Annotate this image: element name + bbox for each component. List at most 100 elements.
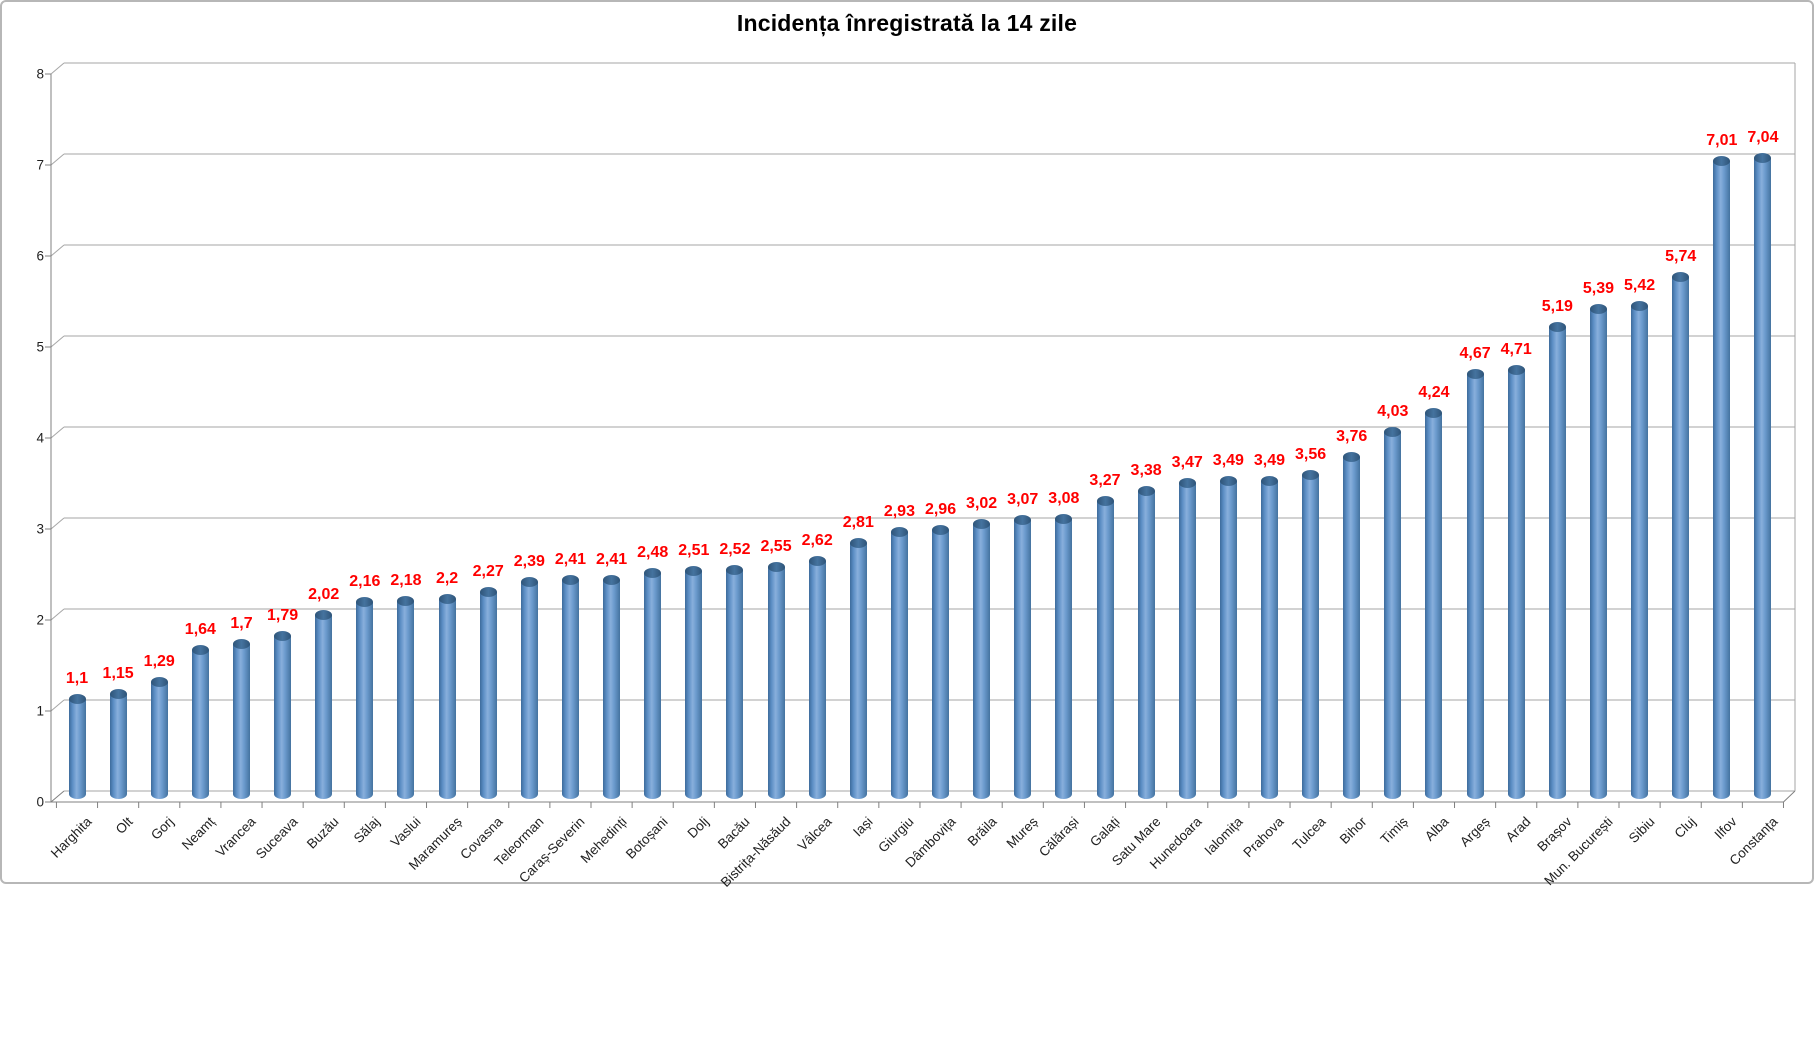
gridline-depth-segment bbox=[50, 517, 65, 530]
data-label-Galați: 3,27 bbox=[1089, 472, 1121, 490]
cylinder-top-Ialomița bbox=[1219, 476, 1237, 487]
cylinder-top-Vaslui bbox=[397, 595, 415, 606]
data-label-Argeș: 4,67 bbox=[1459, 345, 1491, 363]
y-axis-tick-label: 1 bbox=[36, 703, 44, 719]
cylinder-top-Tulcea bbox=[1302, 470, 1320, 481]
y-axis-tick-label: 0 bbox=[36, 794, 44, 810]
cylinder-top-Vâlcea bbox=[808, 555, 826, 566]
cylinder-bar-Vrancea bbox=[232, 644, 250, 799]
y-axis-tick-label: 2 bbox=[36, 612, 44, 628]
gridline-depth-segment bbox=[50, 62, 65, 75]
data-label-Sibiu: 5,42 bbox=[1623, 276, 1656, 294]
cylinder-bar-Neamț bbox=[191, 649, 209, 799]
floor-left-depth bbox=[50, 790, 65, 803]
cylinder-bar-Covasna bbox=[479, 592, 497, 799]
cylinder-bar-Tulcea bbox=[1302, 475, 1320, 799]
data-label-Brăila: 3,02 bbox=[966, 495, 998, 513]
cylinder-bar-Mehedinți bbox=[603, 579, 621, 799]
data-label-Vrancea: 1,7 bbox=[230, 615, 253, 633]
floor-right-depth bbox=[1783, 790, 1796, 803]
cylinder-bar-Argeș bbox=[1466, 374, 1484, 799]
data-label-Arad: 4,71 bbox=[1500, 341, 1532, 359]
y-axis-tick-label: 6 bbox=[36, 248, 44, 264]
cylinder-bar-Brașov bbox=[1548, 326, 1566, 799]
cylinder-top-Bacău bbox=[726, 564, 744, 575]
cylinder-top-Suceava bbox=[274, 631, 292, 642]
cylinder-top-Galați bbox=[1096, 496, 1114, 507]
data-label-Hunedoara: 3,47 bbox=[1171, 454, 1203, 472]
data-label-Suceava: 1,79 bbox=[267, 607, 299, 625]
cylinder-top-Mun. București bbox=[1589, 303, 1607, 314]
data-label-Prahova: 3,49 bbox=[1253, 452, 1286, 470]
cylinder-bar-Arad bbox=[1507, 370, 1525, 799]
cylinder-bar-Bacău bbox=[726, 569, 744, 799]
cylinder-bar-Teleorman bbox=[520, 581, 538, 799]
axes-and-gridlines bbox=[45, 62, 1796, 808]
cylinder-bar-Caraș-Severin bbox=[561, 579, 579, 799]
gridline-depth-segment bbox=[50, 153, 65, 166]
data-label-Bacău: 2,52 bbox=[719, 540, 751, 558]
chart-title: Incidența înregistrată la 14 zile bbox=[736, 10, 1078, 36]
data-label-Bihor: 3,76 bbox=[1336, 427, 1368, 445]
cylinder-bar-Olt bbox=[109, 694, 127, 799]
cylinder-bar-Buzău bbox=[315, 615, 333, 799]
y-axis-tick-label: 7 bbox=[36, 157, 44, 173]
data-label-Mureș: 3,07 bbox=[1007, 490, 1039, 508]
cylinder-bar-Hunedoara bbox=[1178, 483, 1196, 799]
data-label-Teleorman: 2,39 bbox=[513, 552, 545, 570]
cylinder-top-Hunedoara bbox=[1178, 478, 1196, 489]
cylinder-top-Ilfov bbox=[1713, 156, 1731, 167]
cylinder-top-Arad bbox=[1507, 365, 1525, 376]
data-label-Buzău: 2,02 bbox=[308, 586, 340, 604]
data-label-Bistrița-Năsăud: 2,55 bbox=[760, 537, 792, 555]
cylinder-bar-Cluj bbox=[1672, 276, 1690, 799]
data-label-Neamț: 1,64 bbox=[184, 620, 216, 638]
cylinder-top-Teleorman bbox=[520, 576, 538, 587]
cylinder-top-Prahova bbox=[1260, 476, 1278, 487]
data-label-Timiș: 4,03 bbox=[1377, 403, 1409, 421]
y-axis-tick-label: 5 bbox=[36, 339, 44, 355]
cylinder-top-Olt bbox=[109, 689, 127, 700]
data-label-Dolj: 2,51 bbox=[678, 541, 710, 559]
cylinder-top-Brașov bbox=[1548, 321, 1566, 332]
y-axis-tick-label: 8 bbox=[36, 66, 44, 82]
data-label-Alba: 4,24 bbox=[1418, 384, 1450, 402]
cylinder-top-Constanța bbox=[1754, 153, 1772, 164]
data-label-Tulcea: 3,56 bbox=[1295, 446, 1327, 464]
gridline-depth-segment bbox=[50, 244, 65, 257]
cylinder-top-Dolj bbox=[685, 565, 703, 576]
data-label-Dâmbovița: 2,96 bbox=[924, 500, 957, 518]
cylinder-bar-Alba bbox=[1425, 413, 1443, 799]
data-label-Botoșani: 2,48 bbox=[637, 544, 669, 562]
data-label-Gorj: 1,29 bbox=[143, 652, 175, 670]
gridline-depth-segment bbox=[50, 699, 65, 712]
cylinder-top-Călărași bbox=[1055, 513, 1073, 524]
cylinder-top-Alba bbox=[1425, 408, 1443, 419]
cylinder-bar-Sibiu bbox=[1631, 305, 1649, 799]
cylinder-bar-Suceava bbox=[274, 636, 292, 799]
chart-frame: Incidența înregistrată la 14 zile 0 1 2 3 4 5… bbox=[0, 0, 1814, 890]
cylinder-top-Sibiu bbox=[1631, 300, 1649, 311]
data-label-Vaslui: 2,18 bbox=[390, 571, 422, 589]
data-label-Brașov: 5,19 bbox=[1541, 297, 1573, 315]
data-label-Maramureș: 2,2 bbox=[435, 569, 459, 587]
data-label-Mun. București: 5,39 bbox=[1582, 279, 1615, 297]
data-label-Iași: 2,81 bbox=[842, 514, 874, 532]
cylinder-top-Botoșani bbox=[644, 568, 662, 579]
cylinder-top-Sălaj bbox=[356, 597, 374, 608]
data-label-Constanța: 7,04 bbox=[1747, 129, 1779, 147]
data-label-Ialomița: 3,49 bbox=[1212, 452, 1244, 470]
cylinder-bar-Timiș bbox=[1384, 432, 1402, 799]
gridline-depth-segment bbox=[50, 335, 65, 348]
data-label-Satu Mare: 3,38 bbox=[1130, 462, 1162, 480]
cylinder-top-Gorj bbox=[150, 676, 168, 687]
cylinder-bar-Botoșani bbox=[644, 573, 662, 799]
cylinder-top-Satu Mare bbox=[1137, 486, 1155, 497]
cylinder-bar-Vâlcea bbox=[808, 560, 826, 799]
cylinder-top-Brăila bbox=[973, 519, 991, 530]
data-label-Sălaj: 2,16 bbox=[349, 573, 381, 591]
cylinder-top-Maramureș bbox=[438, 593, 456, 604]
data-label-Călărași: 3,08 bbox=[1048, 489, 1080, 507]
cylinder-top-Dâmbovița bbox=[932, 524, 950, 535]
cylinder-bar-Mun. București bbox=[1589, 308, 1607, 799]
